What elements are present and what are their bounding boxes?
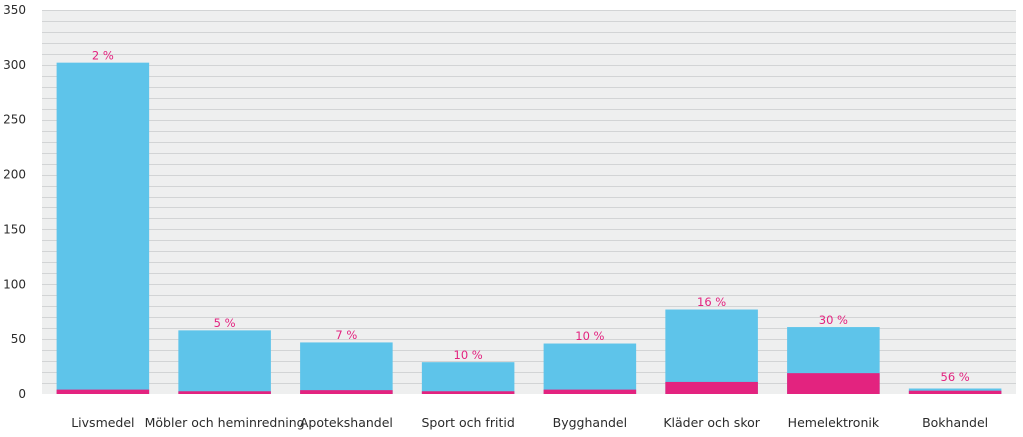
category-label: Bokhandel	[922, 415, 988, 430]
share-bar	[300, 390, 393, 394]
y-tick-label: 0	[18, 387, 26, 401]
share-bar	[908, 390, 1002, 394]
category-label: Hemelektronik	[788, 415, 880, 430]
share-bar	[665, 381, 758, 394]
category-label: Bygghandel	[553, 415, 627, 430]
share-percent-label: 10 %	[575, 329, 604, 343]
share-bar	[178, 391, 271, 394]
share-bar	[787, 373, 880, 394]
category-label: Möbler och heminredning	[145, 415, 305, 430]
share-percent-label: 10 %	[454, 348, 483, 362]
y-tick-label: 100	[3, 277, 26, 291]
total-bar	[543, 343, 637, 394]
bars	[56, 62, 1002, 395]
category-label: Apotekshandel	[300, 415, 393, 430]
y-axis-ticks: 0 50 100 150 200 250 300 350	[3, 3, 26, 401]
total-bar	[665, 309, 758, 394]
share-bar	[421, 391, 515, 394]
share-percent-label: 2 %	[92, 48, 114, 62]
y-tick-label: 350	[3, 3, 26, 17]
share-percent-label: 30 %	[819, 313, 848, 327]
category-label: Kläder och skor	[663, 415, 760, 430]
x-axis-categories: Livsmedel Möbler och heminredningApoteksh…	[71, 415, 988, 430]
share-bar	[56, 389, 150, 394]
share-percent-label: 7 %	[335, 328, 357, 342]
total-bar	[300, 342, 393, 394]
share-percent-label: 16 %	[697, 295, 726, 309]
total-bar	[56, 62, 150, 395]
y-tick-label: 250	[3, 113, 26, 127]
share-labels: 2 % 5 % 7 % 10 % 10 % 16 % 30 % 56 %	[92, 48, 970, 383]
y-tick-label: 200	[3, 168, 26, 182]
total-bar	[421, 362, 515, 394]
y-tick-label: 300	[3, 58, 26, 72]
y-tick-label: 50	[11, 332, 26, 346]
category-label: Sport och fritid	[421, 415, 514, 430]
y-tick-label: 150	[3, 222, 26, 236]
share-percent-label: 5 %	[214, 316, 236, 330]
category-label: Livsmedel	[71, 415, 134, 430]
total-bar	[178, 330, 271, 394]
share-bar	[543, 389, 637, 394]
share-percent-label: 56 %	[941, 370, 970, 384]
